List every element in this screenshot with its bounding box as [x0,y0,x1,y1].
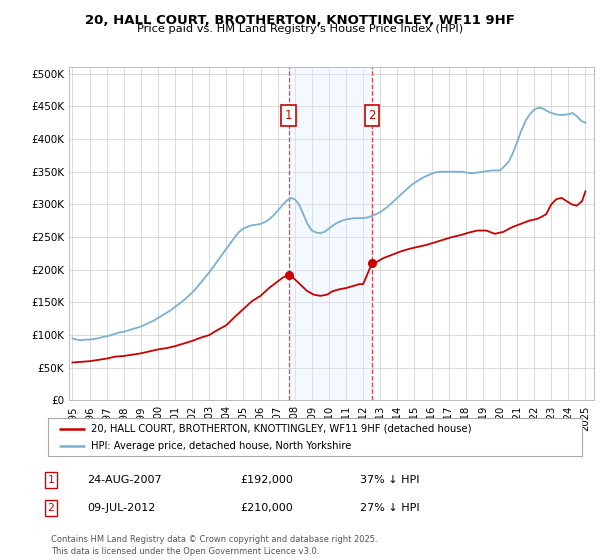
Bar [289,67,372,400]
Text: 1: 1 [285,109,292,122]
Text: 2: 2 [47,503,55,513]
Text: 27% ↓ HPI: 27% ↓ HPI [360,503,419,513]
Text: Contains HM Land Registry data © Crown copyright and database right 2025.
This d: Contains HM Land Registry data © Crown c… [51,535,377,556]
Text: 24-AUG-2007: 24-AUG-2007 [87,475,161,485]
Text: HPI: Average price, detached house, North Yorkshire: HPI: Average price, detached house, Nort… [91,441,351,451]
Text: 2: 2 [368,109,376,122]
Text: 1: 1 [47,475,55,485]
Text: 37% ↓ HPI: 37% ↓ HPI [360,475,419,485]
Text: £192,000: £192,000 [240,475,293,485]
Text: £210,000: £210,000 [240,503,293,513]
Text: 20, HALL COURT, BROTHERTON, KNOTTINGLEY, WF11 9HF: 20, HALL COURT, BROTHERTON, KNOTTINGLEY,… [85,14,515,27]
Text: 20, HALL COURT, BROTHERTON, KNOTTINGLEY, WF11 9HF (detached house): 20, HALL COURT, BROTHERTON, KNOTTINGLEY,… [91,423,471,433]
Text: Price paid vs. HM Land Registry's House Price Index (HPI): Price paid vs. HM Land Registry's House … [137,24,463,34]
Text: 09-JUL-2012: 09-JUL-2012 [87,503,155,513]
